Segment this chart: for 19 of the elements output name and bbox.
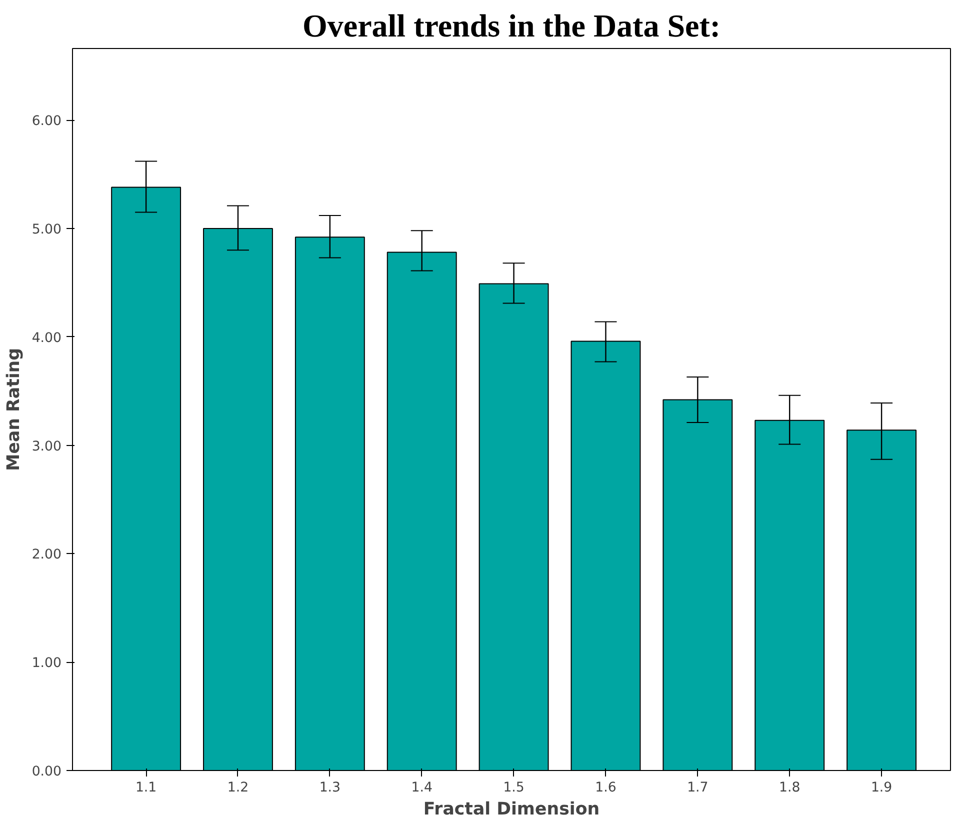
y-tick-label: 1.00 — [32, 656, 62, 672]
x-tick-label: 1.1 — [135, 780, 157, 796]
y-tick-label: 0.00 — [32, 764, 62, 780]
x-tick-label: 1.3 — [319, 780, 341, 796]
x-tick-label: 1.8 — [779, 780, 800, 796]
x-tick-label: 1.9 — [870, 780, 892, 796]
x-tick-label: 1.2 — [227, 780, 249, 796]
y-tick-label: 2.00 — [32, 548, 62, 563]
x-tick-label: 1.5 — [503, 780, 524, 796]
x-tick-label: 1.6 — [595, 780, 616, 796]
x-tick-label: 1.7 — [687, 780, 708, 796]
y-tick-label: 5.00 — [32, 222, 62, 238]
chart-title: Overall trends in the Data Set: — [302, 8, 721, 44]
y-tick-label: 3.00 — [32, 439, 62, 454]
y-tick-label: 4.00 — [32, 330, 62, 346]
x-axis-title: Fractal Dimension — [423, 800, 600, 820]
y-tick-label: 6.00 — [32, 114, 62, 130]
x-tick-label: 1.4 — [411, 780, 432, 796]
y-axis-title: Mean Rating — [4, 348, 24, 472]
